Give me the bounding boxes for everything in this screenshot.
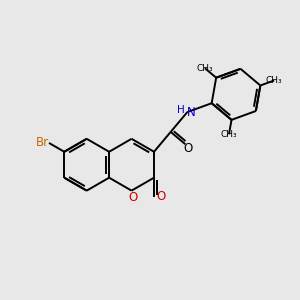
- Text: Br: Br: [36, 136, 49, 149]
- Text: CH₃: CH₃: [266, 76, 283, 85]
- Text: CH₃: CH₃: [196, 64, 213, 73]
- Text: CH₃: CH₃: [221, 130, 237, 139]
- Text: O: O: [157, 190, 166, 203]
- Text: N: N: [187, 106, 195, 119]
- Text: O: O: [184, 142, 193, 155]
- Text: O: O: [128, 191, 138, 205]
- Text: H: H: [177, 105, 185, 115]
